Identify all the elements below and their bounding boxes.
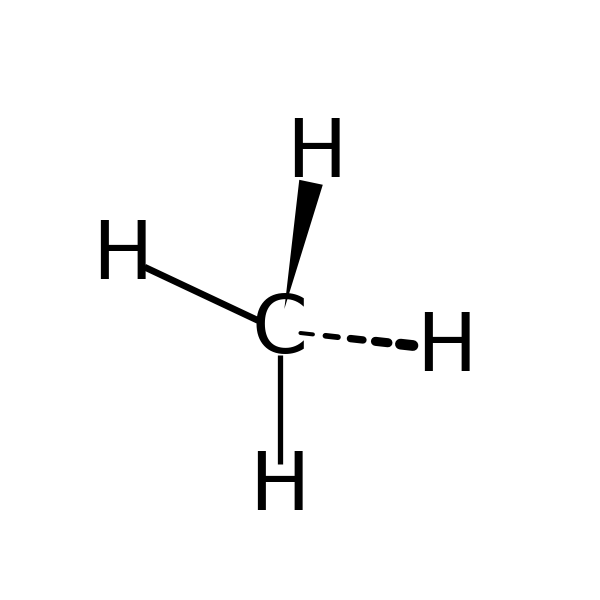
Text: H: H — [286, 116, 347, 194]
Polygon shape — [284, 180, 323, 309]
Text: H: H — [416, 310, 476, 388]
Text: H: H — [92, 218, 153, 296]
Text: C: C — [252, 292, 308, 370]
Text: H: H — [250, 449, 310, 527]
